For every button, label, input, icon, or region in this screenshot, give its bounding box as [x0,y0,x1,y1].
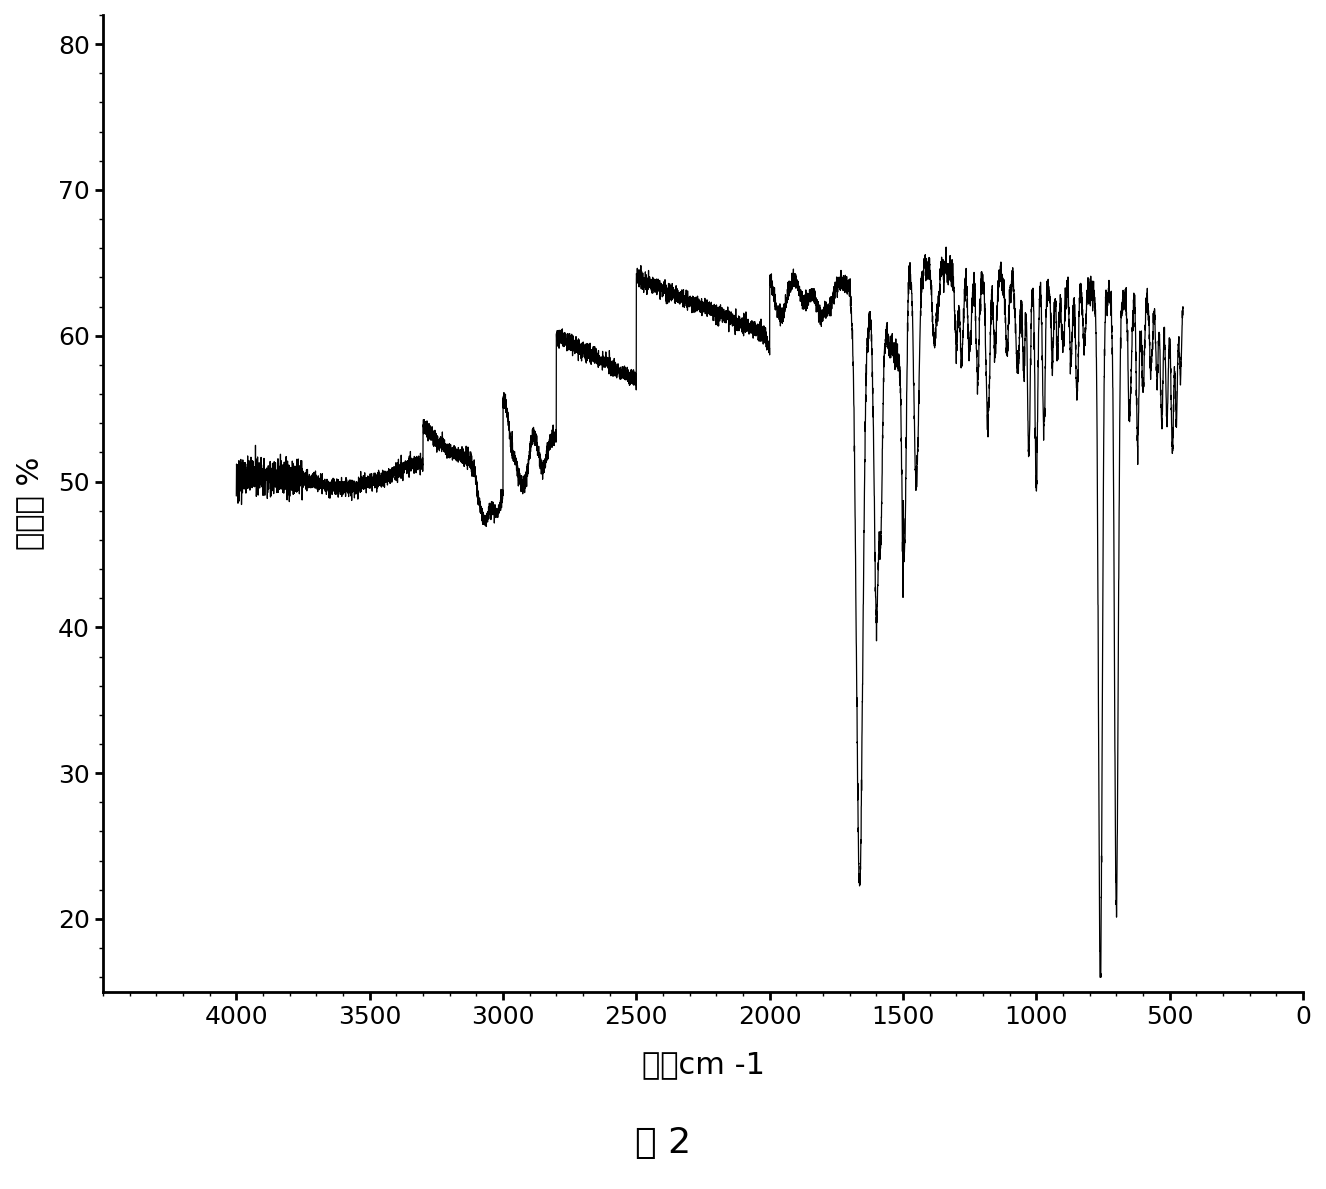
Text: 图 2: 图 2 [635,1126,691,1160]
Y-axis label: 透射率 %: 透射率 % [15,457,44,551]
X-axis label: 波数cm -1: 波数cm -1 [642,1050,765,1078]
